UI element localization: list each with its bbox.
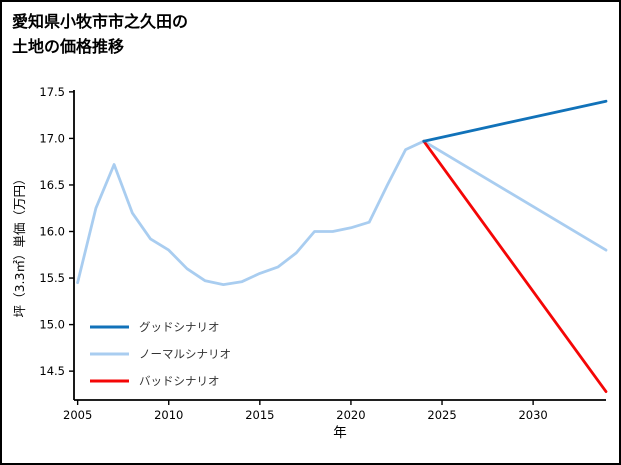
x-tick-label: 2010 bbox=[154, 408, 183, 422]
series-line-2 bbox=[422, 139, 608, 394]
y-axis-label: 坪（3.3㎡）単価（万円） bbox=[12, 173, 27, 318]
y-tick-label: 15.0 bbox=[39, 318, 65, 332]
series-line-1 bbox=[76, 139, 608, 287]
x-tick-label: 2030 bbox=[518, 408, 547, 422]
legend-label-0: グッドシナリオ bbox=[139, 320, 220, 334]
y-tick-label: 16.5 bbox=[39, 178, 65, 192]
chart-title: 愛知県小牧市市之久田の 土地の価格推移 bbox=[12, 10, 188, 60]
x-tick-label: 2015 bbox=[245, 408, 274, 422]
x-axis-label: 年 bbox=[333, 425, 347, 441]
y-tick-label: 16.0 bbox=[39, 225, 65, 239]
chart-title-line-1: 愛知県小牧市市之久田の bbox=[12, 12, 189, 31]
series-line-0 bbox=[422, 99, 608, 143]
y-tick-label: 17.0 bbox=[39, 131, 65, 145]
x-tick-label: 2005 bbox=[63, 408, 92, 422]
y-tick-label: 17.5 bbox=[39, 85, 65, 99]
chart-title-line-2: 土地の価格推移 bbox=[12, 36, 125, 56]
x-tick-label: 2025 bbox=[427, 408, 456, 422]
legend-label-2: バッドシナリオ bbox=[139, 374, 220, 388]
y-tick-label: 15.5 bbox=[39, 271, 65, 285]
y-tick-label: 14.5 bbox=[39, 364, 65, 378]
x-tick-label: 2020 bbox=[336, 408, 365, 422]
legend-label-1: ノーマルシナリオ bbox=[139, 347, 231, 361]
